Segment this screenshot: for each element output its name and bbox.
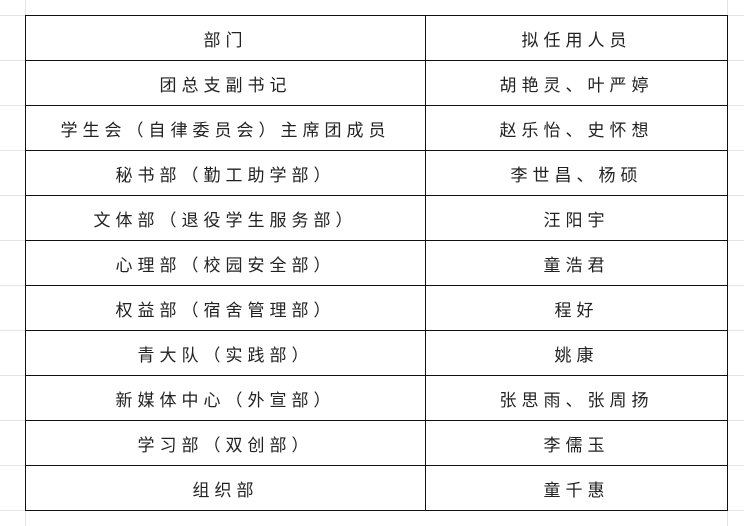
department-cell[interactable]: 学习部（双创部） xyxy=(25,420,426,466)
appointee-cell[interactable]: 程好 xyxy=(425,285,728,331)
table-row: 组织部 童千惠 xyxy=(25,465,728,511)
appointee-cell[interactable]: 童千惠 xyxy=(425,465,728,511)
department-cell[interactable]: 青大队（实践部） xyxy=(25,330,426,376)
appointment-table: 部门 拟任用人员 团总支副书记 胡艳灵、叶严婷 学生会（自律委员会）主席团成员 赵乐怡… xyxy=(25,15,728,511)
header-appointee[interactable]: 拟任用人员 xyxy=(425,15,728,61)
appointee-cell[interactable]: 姚康 xyxy=(425,330,728,376)
table-row: 心理部（校园安全部） 童浩君 xyxy=(25,240,728,286)
table-row: 秘书部（勤工助学部） 李世昌、杨硕 xyxy=(25,150,728,196)
table-row: 学生会（自律委员会）主席团成员 赵乐怡、史怀想 xyxy=(25,105,728,151)
table-row: 新媒体中心（外宣部） 张思雨、张周扬 xyxy=(25,375,728,421)
department-cell[interactable]: 学生会（自律委员会）主席团成员 xyxy=(25,105,426,151)
appointee-cell[interactable]: 童浩君 xyxy=(425,240,728,286)
appointee-cell[interactable]: 汪阳宇 xyxy=(425,195,728,241)
appointee-cell[interactable]: 李世昌、杨硕 xyxy=(425,150,728,196)
table-row: 权益部（宿舍管理部） 程好 xyxy=(25,285,728,331)
header-department[interactable]: 部门 xyxy=(25,15,426,61)
appointee-cell[interactable]: 胡艳灵、叶严婷 xyxy=(425,60,728,106)
header-row: 部门 拟任用人员 xyxy=(25,15,728,61)
department-cell[interactable]: 团总支副书记 xyxy=(25,60,426,106)
department-cell[interactable]: 权益部（宿舍管理部） xyxy=(25,285,426,331)
department-cell[interactable]: 文体部（退役学生服务部） xyxy=(25,195,426,241)
appointee-cell[interactable]: 赵乐怡、史怀想 xyxy=(425,105,728,151)
table-row: 团总支副书记 胡艳灵、叶严婷 xyxy=(25,60,728,106)
table-row: 学习部（双创部） 李儒玉 xyxy=(25,420,728,466)
department-cell[interactable]: 新媒体中心（外宣部） xyxy=(25,375,426,421)
department-cell[interactable]: 秘书部（勤工助学部） xyxy=(25,150,426,196)
table-row: 青大队（实践部） 姚康 xyxy=(25,330,728,376)
table-row: 文体部（退役学生服务部） 汪阳宇 xyxy=(25,195,728,241)
appointee-cell[interactable]: 张思雨、张周扬 xyxy=(425,375,728,421)
department-cell[interactable]: 心理部（校园安全部） xyxy=(25,240,426,286)
department-cell[interactable]: 组织部 xyxy=(25,465,426,511)
appointee-cell[interactable]: 李儒玉 xyxy=(425,420,728,466)
